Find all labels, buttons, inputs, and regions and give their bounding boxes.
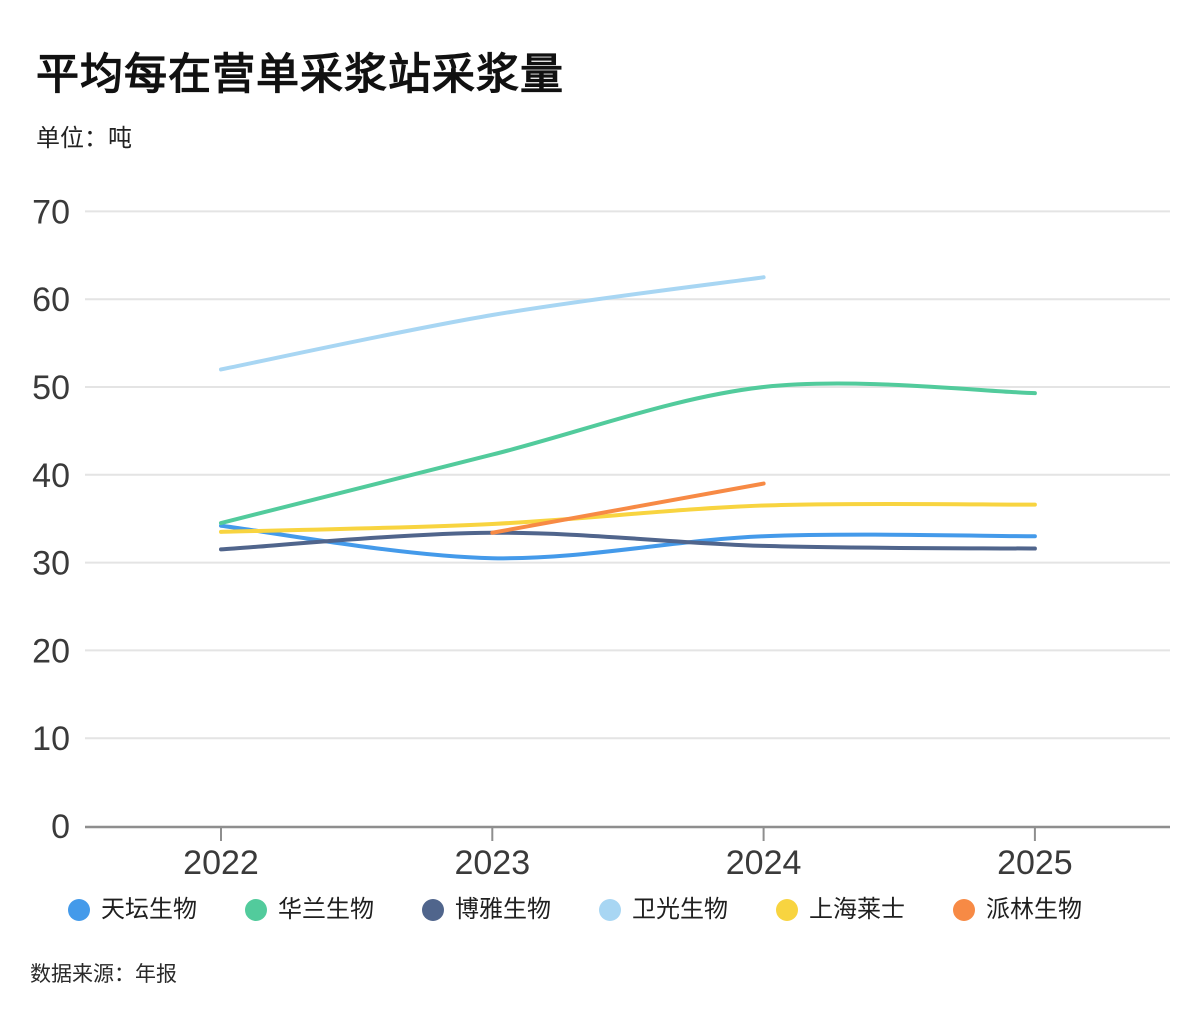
series-line-3	[219, 275, 766, 372]
legend-dot-icon	[422, 899, 444, 921]
legend-label: 天坛生物	[101, 896, 197, 923]
x-axis-tick-label: 2023	[454, 844, 530, 882]
legend-label: 华兰生物	[278, 896, 374, 923]
legend-item: 华兰生物	[245, 898, 374, 922]
y-axis-tick-label: 30	[32, 545, 70, 583]
series-line-4	[219, 501, 1037, 534]
legend-dot-icon	[245, 899, 267, 921]
series-line-5	[490, 481, 766, 535]
x-axis-tick-label: 2024	[726, 844, 802, 882]
legend-label: 派林生物	[986, 896, 1082, 923]
data-source: 数据来源：年报	[30, 963, 177, 986]
legend-item: 上海莱士	[776, 898, 905, 922]
x-axis-tick-label: 2022	[183, 844, 259, 882]
chart-title: 平均每在营单采浆站采浆量	[36, 51, 564, 99]
y-axis-tick-label: 10	[32, 720, 70, 758]
legend-dot-icon	[599, 899, 621, 921]
series-line-2	[219, 530, 1037, 552]
legend-label: 卫光生物	[632, 896, 728, 923]
series-line-0	[219, 523, 1037, 561]
legend: 天坛生物 华兰生物 博雅生物 卫光生物 上海莱士 派林生物	[68, 898, 1082, 922]
legend-item: 博雅生物	[422, 898, 551, 922]
legend-label: 上海莱士	[809, 896, 905, 923]
unit-label: 单位：吨	[36, 125, 132, 152]
legend-label: 博雅生物	[455, 896, 551, 923]
y-axis-tick-label: 70	[32, 193, 70, 231]
legend-dot-icon	[776, 899, 798, 921]
legend-dot-icon	[953, 899, 975, 921]
y-axis-tick-label: 60	[32, 281, 70, 319]
y-axis-tick-label: 0	[51, 808, 70, 846]
y-axis-tick-label: 50	[32, 369, 70, 407]
x-axis-tick-label: 2025	[997, 844, 1073, 882]
legend-item: 卫光生物	[599, 898, 728, 922]
y-axis-tick-label: 20	[32, 632, 70, 670]
legend-item: 天坛生物	[68, 898, 197, 922]
y-axis-tick-label: 40	[32, 457, 70, 495]
legend-item: 派林生物	[953, 898, 1082, 922]
series-line-1	[219, 381, 1037, 526]
legend-dot-icon	[68, 899, 90, 921]
